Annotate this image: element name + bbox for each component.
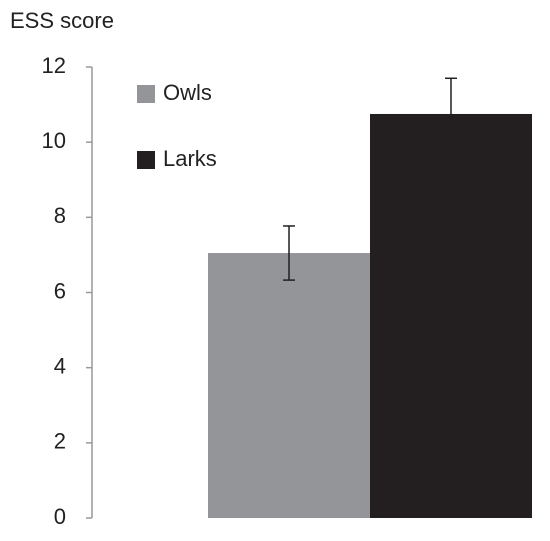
y-tick-label: 8 xyxy=(54,203,66,228)
y-tick-label: 0 xyxy=(54,504,66,529)
y-tick-label: 10 xyxy=(42,128,66,153)
chart-title: ESS score xyxy=(10,8,114,33)
legend-label: Owls xyxy=(163,80,212,105)
y-tick-label: 12 xyxy=(42,53,66,78)
y-tick-label: 6 xyxy=(54,278,66,303)
legend-swatch xyxy=(137,85,155,103)
error-bar xyxy=(445,77,457,151)
bar xyxy=(208,253,370,518)
bar xyxy=(370,113,532,519)
legend-label: Larks xyxy=(163,146,217,171)
error-bar xyxy=(283,225,295,281)
y-tick-label: 2 xyxy=(54,429,66,454)
legend-swatch xyxy=(137,151,155,169)
y-tick-label: 4 xyxy=(54,353,66,378)
